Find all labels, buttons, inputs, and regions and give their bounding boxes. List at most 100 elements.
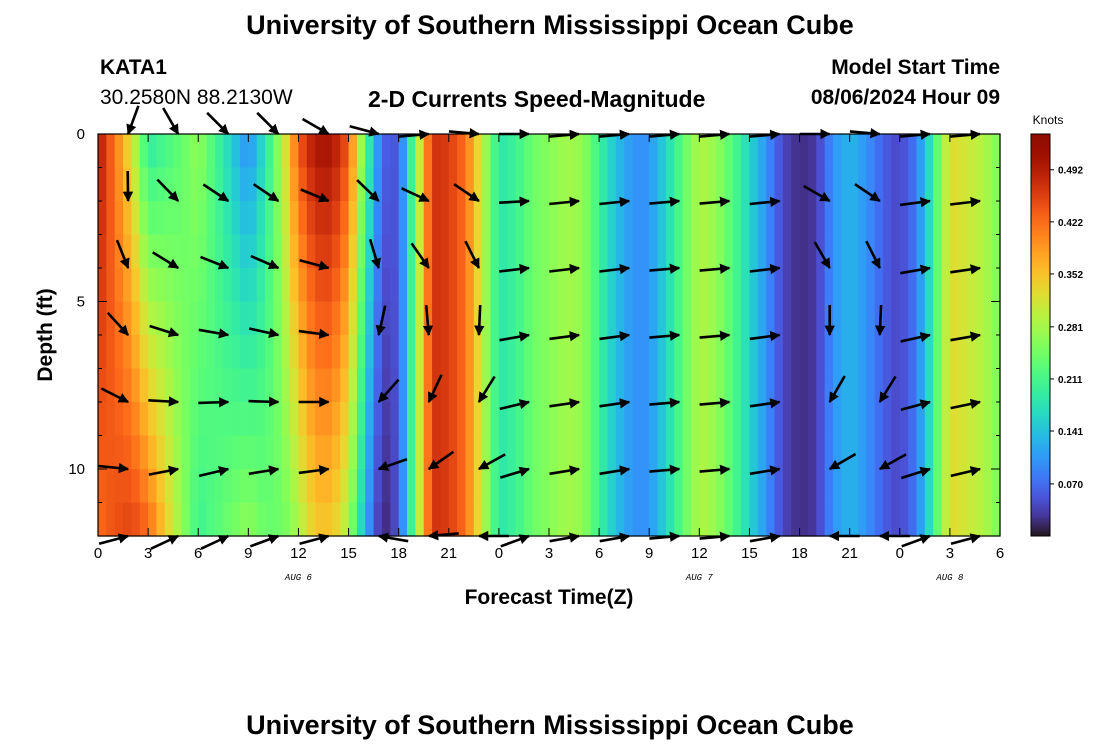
heat-cell [874, 201, 884, 236]
heat-cell [707, 435, 717, 470]
heat-cell [741, 502, 751, 537]
heat-cell [256, 469, 266, 504]
heat-cell [941, 301, 951, 336]
heat-cell [214, 268, 224, 303]
heat-cell [281, 502, 291, 537]
x-tick-label: 12 [691, 545, 708, 562]
heat-cell [148, 502, 158, 537]
heat-cell [615, 301, 625, 336]
heat-cell [131, 502, 141, 537]
heat-cell [164, 134, 174, 169]
heat-cell [356, 435, 366, 470]
heat-cell [323, 134, 333, 169]
heat-cell [866, 368, 876, 403]
current-arrow [901, 534, 931, 548]
heat-cell [966, 469, 976, 504]
heat-cell [139, 335, 149, 370]
heat-cell [281, 335, 291, 370]
heat-cell [415, 167, 425, 202]
current-arrow [900, 331, 931, 343]
current-arrow [599, 398, 631, 409]
heat-cell [306, 201, 316, 236]
date-label: AUG 8 [935, 573, 964, 583]
heat-cell [640, 167, 650, 202]
heat-cell [356, 201, 366, 236]
heat-cell [933, 435, 943, 470]
heat-cell [423, 502, 433, 537]
heat-cell [131, 134, 141, 169]
heat-cell [515, 335, 525, 370]
heat-cell [365, 134, 375, 169]
heat-cell [523, 301, 533, 336]
heat-cell [523, 268, 533, 303]
heat-cell [599, 301, 609, 336]
heat-cell [465, 502, 475, 537]
heat-cell [457, 368, 467, 403]
heat-cell [440, 502, 450, 537]
heat-cell [281, 234, 291, 269]
heat-cell [983, 201, 993, 236]
heat-cell [239, 402, 249, 437]
current-arrow [98, 462, 130, 474]
heat-cell [791, 368, 801, 403]
current-arrow [256, 111, 280, 135]
heat-cell [98, 234, 107, 269]
heat-cell [732, 335, 742, 370]
heat-cell [515, 402, 525, 437]
heat-cell [465, 435, 475, 470]
heat-cell [582, 167, 592, 202]
heat-cell [381, 134, 391, 169]
heat-cell [858, 167, 867, 202]
heat-cell [832, 402, 842, 437]
heat-cell [849, 402, 859, 437]
heat-cell [974, 502, 984, 537]
heat-cell [290, 368, 300, 403]
current-arrow [298, 465, 330, 476]
colorbar-ticks: 0.492 0.422 0.352 0.281 0.211 0.141 0.070 [1050, 166, 1083, 491]
heat-cell [615, 201, 625, 236]
heat-cell [198, 502, 208, 537]
heat-cell [298, 435, 308, 470]
heat-cell [356, 234, 366, 269]
heat-cell [432, 469, 442, 504]
heat-cell [874, 268, 884, 303]
heat-cell [966, 201, 976, 236]
heat-cell [407, 268, 416, 303]
heat-cell [841, 435, 851, 470]
heat-cell [106, 268, 116, 303]
heat-cell [724, 368, 734, 403]
current-arrow [198, 397, 230, 408]
heat-cell [883, 335, 893, 370]
heat-cell [331, 335, 341, 370]
heat-cell [315, 134, 325, 169]
heat-cell [256, 134, 266, 169]
heat-cell [824, 134, 834, 169]
heat-cell [415, 301, 425, 336]
heat-cell [206, 368, 216, 403]
heat-cell [106, 301, 116, 336]
heat-cell [582, 268, 592, 303]
heat-cell [958, 502, 968, 537]
heat-cell [381, 234, 391, 269]
heat-cell [807, 234, 817, 269]
heat-cell [724, 402, 734, 437]
heat-cell [223, 268, 233, 303]
heat-cell [273, 201, 283, 236]
heat-cell [181, 402, 191, 437]
heat-cell [381, 502, 391, 537]
heat-cell [749, 469, 759, 504]
heat-cell [549, 469, 558, 504]
heat-cell [599, 201, 609, 236]
station-coordinates: 30.2580N 88.2130W [100, 86, 293, 109]
heat-cell [498, 402, 508, 437]
heat-cell [490, 301, 500, 336]
heat-cell [348, 435, 358, 470]
heat-cell [265, 335, 274, 370]
heat-cell [373, 268, 383, 303]
heat-cell [515, 502, 525, 537]
heat-cell [941, 469, 951, 504]
heat-cell [290, 234, 300, 269]
heat-cell [164, 435, 174, 470]
heat-cell [106, 167, 116, 202]
heat-cell [415, 335, 425, 370]
